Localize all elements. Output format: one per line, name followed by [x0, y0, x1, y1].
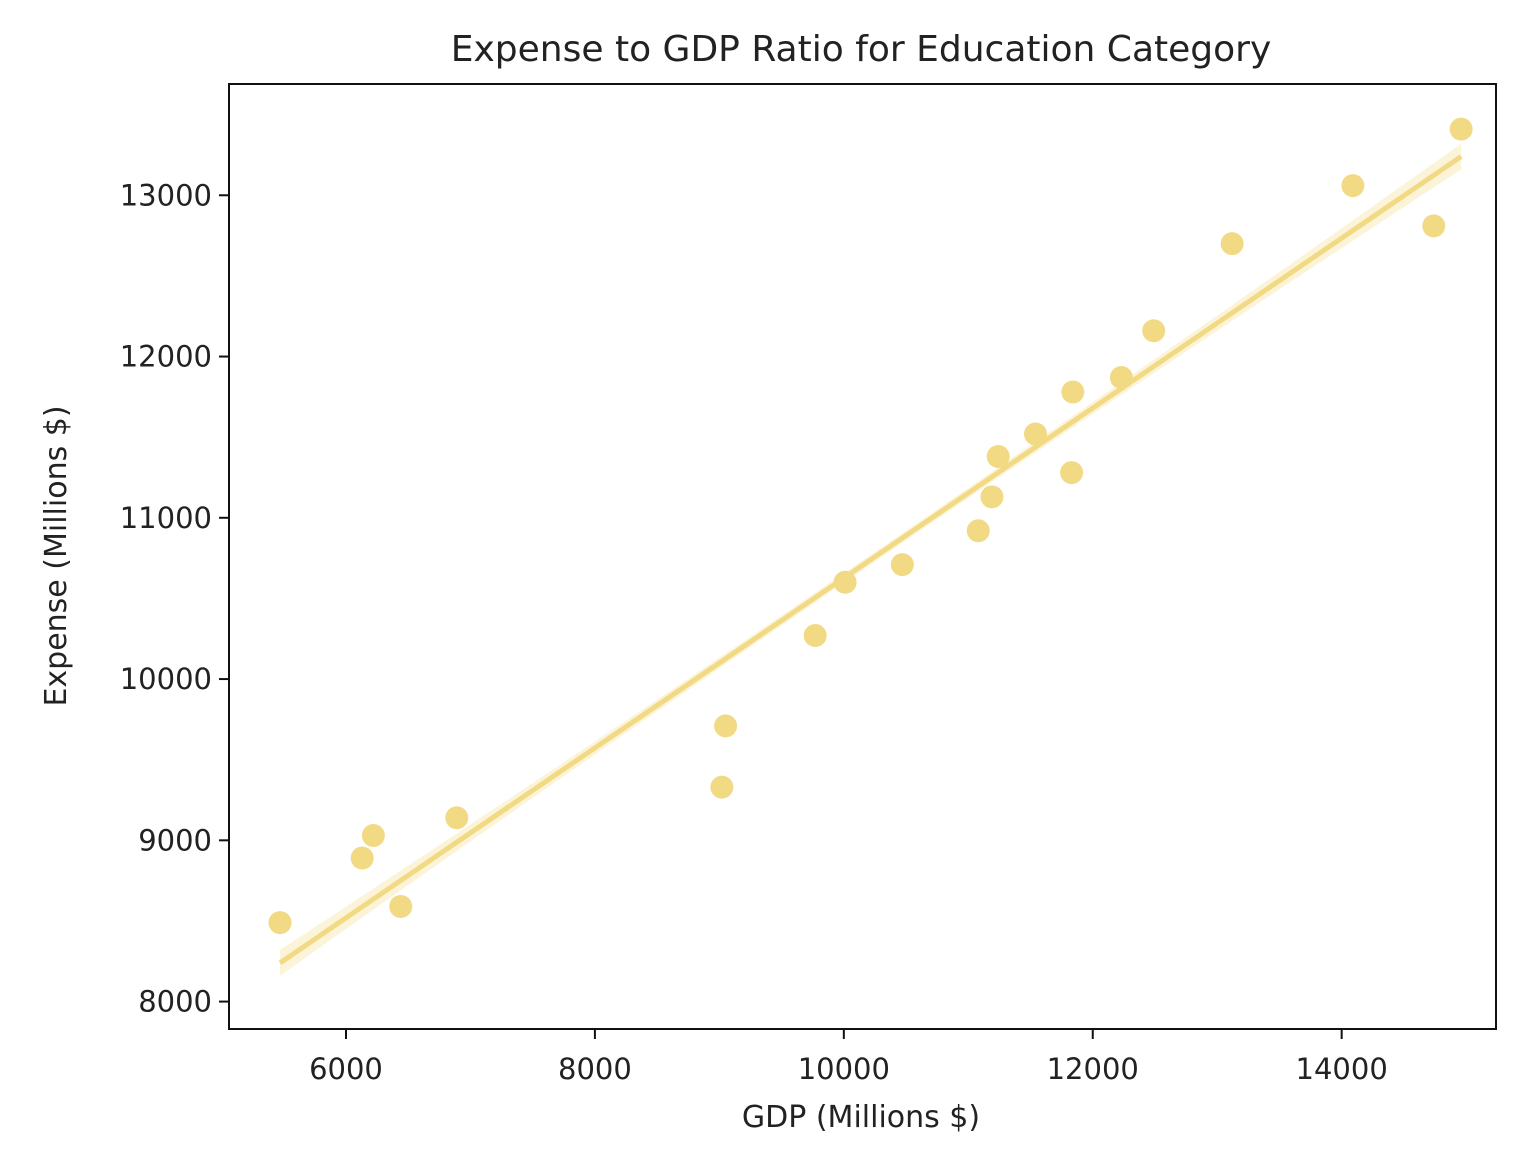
scatter-point: [714, 714, 738, 738]
scatter-point: [445, 806, 469, 830]
x-axis-ticks: 6000 8000 10000 12000 14000: [309, 1029, 1388, 1086]
scatter-point: [980, 485, 1004, 509]
plot-area: [268, 117, 1473, 976]
y-tick-label: 11000: [120, 501, 212, 535]
scatter-point: [890, 553, 914, 577]
y-tick-label: 9000: [138, 823, 212, 857]
scatter-point: [803, 624, 827, 648]
scatter-point: [350, 846, 374, 870]
scatter-point: [966, 519, 990, 543]
scatter-point: [710, 775, 734, 799]
scatter-point: [1023, 422, 1047, 446]
regression-line: [278, 154, 1463, 965]
scatter-points-layer: [268, 117, 1473, 935]
x-tick-label: 12000: [1047, 1052, 1139, 1086]
x-axis-label: GDP (Millions $): [742, 1100, 980, 1135]
x-tick-label: 8000: [558, 1052, 632, 1086]
y-tick-label: 8000: [138, 985, 212, 1019]
scatter-point: [268, 911, 292, 935]
x-tick-label: 14000: [1296, 1052, 1388, 1086]
scatter-point: [1220, 232, 1244, 256]
chart-title: Expense to GDP Ratio for Education Categ…: [451, 29, 1272, 70]
scatter-point: [1109, 365, 1133, 389]
y-tick-label: 10000: [120, 662, 212, 696]
scatter-point: [361, 823, 385, 847]
scatter-point: [1341, 174, 1365, 198]
scatter-point: [1142, 319, 1166, 343]
y-tick-label: 13000: [120, 178, 212, 212]
plot-frame: [228, 83, 1497, 1030]
y-tick-label: 12000: [120, 340, 212, 374]
scatter-point: [1449, 117, 1473, 141]
y-axis-label: Expense (Millions $): [39, 405, 74, 706]
scatter-point: [986, 445, 1010, 469]
scatter-point: [833, 570, 857, 594]
scatter-point: [1422, 214, 1446, 238]
x-tick-label: 6000: [309, 1052, 383, 1086]
regression-line-layer: [278, 154, 1463, 965]
scatter-point: [389, 894, 413, 918]
y-axis-ticks: 8000 9000 10000 11000 12000 13000: [120, 178, 229, 1019]
scatter-point: [1061, 380, 1085, 404]
scatter-point: [1060, 461, 1084, 485]
x-tick-label: 10000: [798, 1052, 890, 1086]
